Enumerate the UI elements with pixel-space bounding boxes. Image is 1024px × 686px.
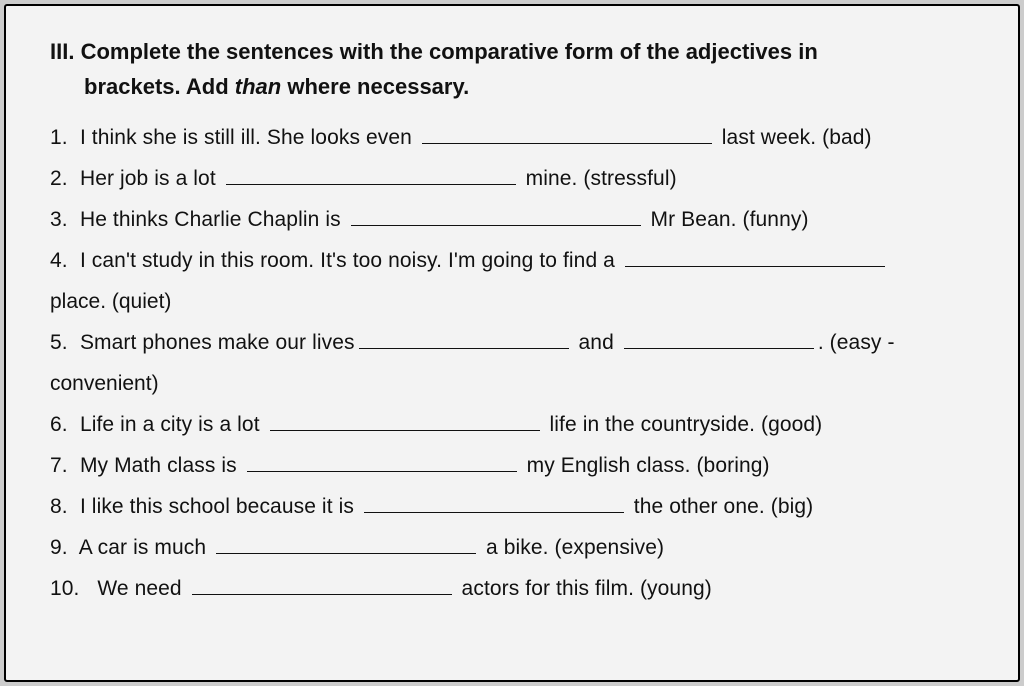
heading-number: III. bbox=[50, 34, 74, 69]
q10-text-b: actors for this film. (young) bbox=[456, 577, 712, 600]
q6-number: 6. bbox=[50, 405, 74, 446]
q2-text-a: Her job is a lot bbox=[80, 167, 222, 190]
q7-text-b: my English class. (boring) bbox=[521, 454, 770, 477]
q8-blank[interactable] bbox=[364, 494, 624, 513]
q9-text-a: A car is much bbox=[79, 536, 212, 559]
question-2: 2. Her job is a lot mine. (stressful) bbox=[50, 159, 978, 200]
q5-number: 5. bbox=[50, 323, 74, 364]
q3-number: 3. bbox=[50, 200, 74, 241]
q6-text-b: life in the countryside. (good) bbox=[544, 413, 823, 436]
q4-number: 4. bbox=[50, 241, 74, 282]
q3-text-b: Mr Bean. (funny) bbox=[645, 208, 809, 231]
q1-blank[interactable] bbox=[422, 126, 712, 145]
heading-line2b: where necessary. bbox=[281, 74, 469, 99]
question-7: 7. My Math class is my English class. (b… bbox=[50, 446, 978, 487]
heading-line2a: brackets. Add bbox=[84, 74, 235, 99]
worksheet-page: III. Complete the sentences with the com… bbox=[4, 4, 1020, 682]
q4-text-a: I can't study in this room. It's too noi… bbox=[80, 249, 621, 272]
q2-text-b: mine. (stressful) bbox=[520, 167, 677, 190]
q10-blank[interactable] bbox=[192, 576, 452, 595]
question-5: 5. Smart phones make our lives and . (ea… bbox=[50, 323, 978, 364]
q7-number: 7. bbox=[50, 446, 74, 487]
question-5-cont: convenient) bbox=[50, 364, 978, 405]
question-8: 8. I like this school because it is the … bbox=[50, 487, 978, 528]
question-3: 3. He thinks Charlie Chaplin is Mr Bean.… bbox=[50, 200, 978, 241]
heading-line2: brackets. Add than where necessary. bbox=[50, 69, 978, 104]
q5-text-mid: and bbox=[573, 331, 620, 354]
q8-text-b: the other one. (big) bbox=[628, 495, 813, 518]
q6-blank[interactable] bbox=[270, 412, 540, 431]
q9-number: 9. bbox=[50, 528, 74, 569]
q7-blank[interactable] bbox=[247, 453, 517, 472]
question-10: 10. We need actors for this film. (young… bbox=[50, 569, 978, 610]
q1-text-b: last week. (bad) bbox=[716, 126, 872, 149]
q5-text-b: . (easy - bbox=[818, 331, 895, 354]
q4-blank[interactable] bbox=[625, 248, 885, 267]
q3-blank[interactable] bbox=[351, 207, 641, 226]
q5-blank-2[interactable] bbox=[624, 330, 814, 349]
q8-number: 8. bbox=[50, 487, 74, 528]
question-1: 1. I think she is still ill. She looks e… bbox=[50, 118, 978, 159]
q10-sp bbox=[80, 577, 92, 600]
q6-text-a: Life in a city is a lot bbox=[80, 413, 266, 436]
q3-text-a: He thinks Charlie Chaplin is bbox=[80, 208, 347, 231]
q5-text-a: Smart phones make our lives bbox=[80, 331, 355, 354]
q7-text-a: My Math class is bbox=[80, 454, 243, 477]
q1-number: 1. bbox=[50, 118, 74, 159]
q9-text-b: a bike. (expensive) bbox=[480, 536, 664, 559]
q2-number: 2. bbox=[50, 159, 74, 200]
question-9: 9. A car is much a bike. (expensive) bbox=[50, 528, 978, 569]
q10-number: 10. bbox=[50, 569, 80, 610]
q10-text-a: We need bbox=[97, 577, 187, 600]
q2-blank[interactable] bbox=[226, 166, 516, 185]
exercise-heading: III. Complete the sentences with the com… bbox=[50, 34, 978, 104]
q5-blank-1[interactable] bbox=[359, 330, 569, 349]
q9-blank[interactable] bbox=[216, 535, 476, 554]
q1-text-a: I think she is still ill. She looks even bbox=[80, 126, 418, 149]
heading-line1: Complete the sentences with the comparat… bbox=[81, 39, 818, 64]
question-4-cont: place. (quiet) bbox=[50, 282, 978, 323]
heading-italic: than bbox=[235, 74, 281, 99]
q8-text-a: I like this school because it is bbox=[80, 495, 360, 518]
question-4: 4. I can't study in this room. It's too … bbox=[50, 241, 978, 282]
question-6: 6. Life in a city is a lot life in the c… bbox=[50, 405, 978, 446]
